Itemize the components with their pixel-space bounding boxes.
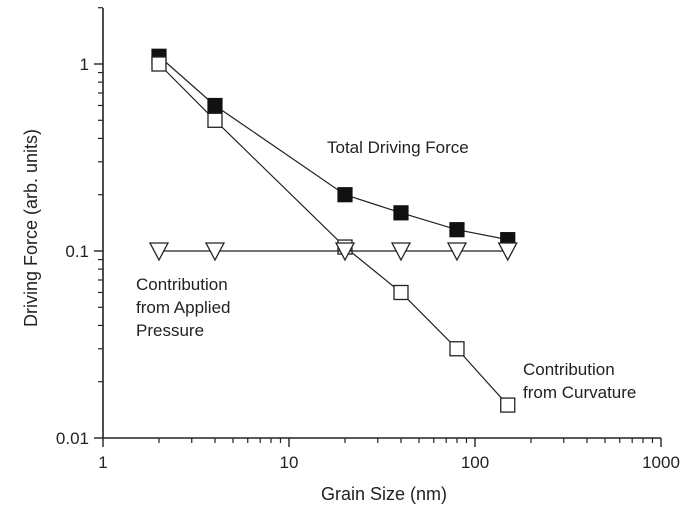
- annotation-line: from Curvature: [523, 383, 636, 402]
- y-axis-label: Driving Force (arb. units): [21, 129, 41, 327]
- open-square-marker: [449, 341, 465, 357]
- x-tick-label: 10: [280, 453, 299, 472]
- open-square-marker: [393, 284, 409, 301]
- series-annotation: Contribution from Applied Pressure: [136, 275, 231, 340]
- series-line: [158, 63, 509, 406]
- open-square-marker: [500, 397, 516, 413]
- open-square-marker: [151, 56, 167, 72]
- y-tick-label: 0.1: [65, 242, 89, 261]
- x-tick-label: 1000: [642, 453, 680, 472]
- open-down-triangle-marker: [334, 242, 356, 262]
- series-group: [148, 242, 518, 262]
- open-down-triangle-marker: [204, 242, 226, 262]
- series-annotation: Contribution from Curvature: [523, 360, 636, 402]
- labels: Grain Size (nm) Driving Force (arb. unit…: [21, 129, 447, 504]
- open-down-triangle-marker: [497, 242, 518, 262]
- series-line: [158, 55, 508, 241]
- y-tick-label: 0.01: [56, 429, 89, 448]
- open-down-triangle-marker: [446, 242, 468, 262]
- axes: 1 10 100 1000 0.01 0.1 1: [56, 7, 680, 472]
- x-tick-label: 100: [461, 453, 489, 472]
- open-square-marker: [207, 112, 223, 128]
- x-tick-label: 1: [98, 453, 107, 472]
- series-layer: Total Driving Force Contribution from Curv…: [136, 48, 636, 413]
- series-annotation: Total Driving Force: [327, 138, 469, 157]
- filled-square-marker: [207, 97, 223, 114]
- annotation-line: Total Driving Force: [327, 138, 469, 157]
- filled-square-marker: [449, 222, 465, 238]
- annotation-line: Contribution: [523, 360, 615, 379]
- y-tick-label: 1: [80, 55, 89, 74]
- filled-square-marker: [393, 205, 409, 221]
- annotation-line: Contribution: [136, 275, 228, 294]
- x-axis-label: Grain Size (nm): [321, 484, 447, 504]
- filled-square-marker: [337, 187, 353, 203]
- open-down-triangle-marker: [148, 242, 170, 262]
- annotation-line: from Applied: [136, 298, 231, 317]
- open-down-triangle-marker: [390, 242, 412, 262]
- annotation-line: Pressure: [136, 321, 204, 340]
